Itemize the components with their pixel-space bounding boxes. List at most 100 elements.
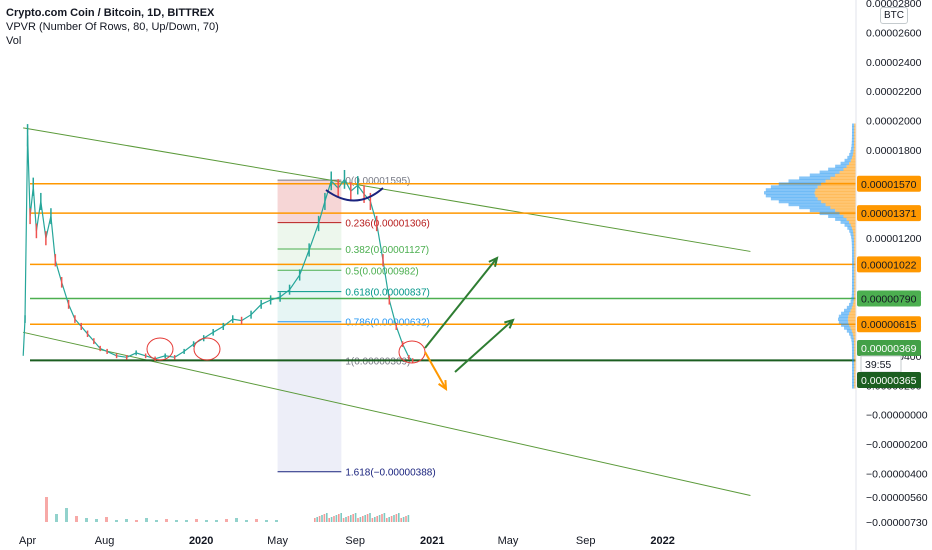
y-tick-label: −0.00000560 (866, 492, 928, 504)
vpvr-bar (854, 282, 856, 286)
volume-bar (125, 519, 128, 522)
vpvr-bar (846, 329, 852, 333)
vpvr-bar (835, 217, 847, 221)
volume-bar (407, 515, 410, 522)
vpvr-bar (830, 176, 856, 180)
volume-bar (374, 517, 376, 522)
legend-vol: Vol (6, 35, 22, 47)
volume-bar (115, 520, 118, 522)
vpvr-bar (854, 258, 856, 263)
vpvr-bar (850, 335, 854, 339)
volume-bar (55, 514, 58, 522)
y-tick-label: 0.00001200 (866, 233, 922, 245)
volume-bar (328, 518, 330, 522)
volume-bar (402, 517, 405, 522)
volume-bar (398, 513, 400, 522)
vpvr-bar (851, 252, 855, 257)
vpvr-bar (854, 367, 856, 371)
level-price-tag-bg (857, 256, 921, 273)
volume-bar (347, 516, 350, 522)
vpvr-bar (765, 188, 816, 192)
vpvr-bar (854, 285, 856, 289)
vpvr-bar (851, 258, 855, 263)
vpvr-bar (852, 361, 855, 366)
volume-bar (378, 515, 381, 522)
level-price-tag: 0.00000615 (861, 319, 917, 331)
countdown-tag: 39:55 (865, 359, 891, 371)
vpvr-bar (821, 182, 856, 186)
y-tick-label: −0.00000730 (866, 517, 928, 529)
vpvr-bar (839, 170, 856, 174)
vpvr-bar (835, 208, 856, 213)
vpvr-bar (851, 347, 855, 351)
vpvr-bar (851, 276, 855, 280)
y-tick-label: −0.00000200 (866, 439, 928, 451)
vpvr-bar (851, 341, 855, 345)
vpvr-bar (854, 385, 856, 389)
volume-bar (95, 519, 98, 522)
volume-bar (345, 517, 347, 522)
vpvr-bar (854, 241, 856, 245)
vpvr-bar (854, 261, 856, 266)
vpvr-bar (852, 379, 855, 383)
fib-level-label: 0.786(0.00000632) (345, 318, 430, 329)
vpvr-bar (847, 155, 853, 160)
vpvr-bar (819, 170, 840, 174)
volume-bar (342, 518, 345, 522)
vpvr-bar (809, 173, 836, 177)
vpvr-bar (838, 314, 849, 318)
vpvr-bar (770, 197, 818, 201)
vpvr-bar (853, 297, 856, 301)
vpvr-bar (851, 247, 855, 251)
vpvr-bar (851, 297, 854, 301)
volume-bar (185, 520, 188, 522)
volume-bar (383, 513, 386, 522)
vpvr-bar (850, 299, 854, 304)
level-price-tag: 0.00000790 (861, 293, 917, 305)
vpvr-bar (854, 352, 856, 357)
vpvr-bar (854, 373, 856, 377)
fib-zone (277, 291, 342, 322)
volume-bar (245, 520, 248, 522)
vpvr-bar (854, 249, 856, 254)
y-tick-label: −0.00000000 (866, 410, 928, 422)
last-price-tag: 0.00000365 (861, 375, 917, 387)
vpvr-bar (851, 352, 855, 357)
x-tick-label: May (498, 535, 519, 547)
y-tick-label: 0.00002600 (866, 27, 922, 39)
arrow-line (424, 257, 498, 349)
horizontal-levels (30, 183, 856, 362)
vpvr-bar (848, 320, 856, 324)
vpvr-bar (853, 338, 856, 342)
volume-bar (357, 518, 359, 522)
volume-bar (352, 514, 354, 522)
last-price-tag-bg (857, 372, 921, 388)
vpvr-bar (854, 123, 856, 127)
vpvr-bar (854, 358, 856, 363)
volume-bar (321, 515, 323, 522)
vpvr-bar (835, 173, 856, 177)
vpvr-bar (844, 223, 851, 227)
volume-bar (75, 516, 78, 522)
volume-bar (386, 518, 388, 522)
y-tick-label: 0.00002800 (866, 0, 922, 10)
vpvr-bar (854, 126, 856, 130)
currency-button[interactable]: BTC (880, 7, 908, 24)
volume-bar (333, 516, 335, 522)
legend-title: Crypto.com Coin / Bitcoin, 1D, BITTREX (6, 7, 215, 19)
vpvr-bar (851, 138, 855, 142)
chart-legend: Crypto.com Coin / Bitcoin, 1D, BITTREX V… (6, 6, 219, 48)
level-price-tag-bg (857, 316, 921, 333)
vpvr-bar (848, 314, 856, 318)
volume-bar (366, 514, 369, 522)
volume-bar (393, 515, 395, 522)
volume-bar (354, 513, 357, 522)
vpvr-bar (841, 311, 850, 316)
pattern-curve (325, 187, 384, 202)
volume-bar (318, 516, 321, 522)
vpvr-bar (854, 294, 856, 298)
volume-bar (381, 514, 383, 522)
vpvr-bar (851, 144, 854, 148)
vpvr-bar (851, 358, 855, 363)
